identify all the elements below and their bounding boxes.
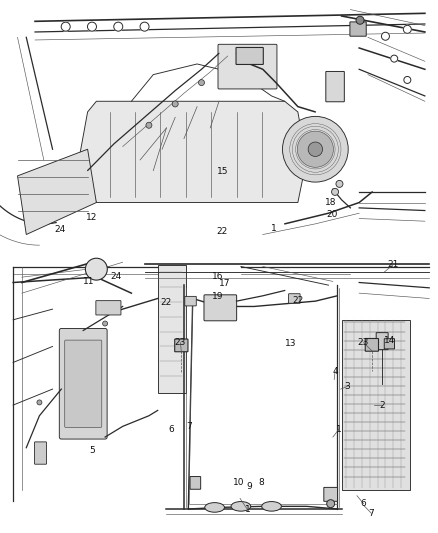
Ellipse shape: [261, 502, 281, 511]
Text: 24: 24: [55, 225, 66, 233]
Text: 13: 13: [285, 340, 296, 348]
Text: 6: 6: [360, 499, 367, 508]
FancyBboxPatch shape: [175, 339, 188, 352]
FancyBboxPatch shape: [326, 71, 344, 102]
Text: 18: 18: [325, 198, 336, 207]
Text: 22: 22: [292, 296, 304, 304]
FancyBboxPatch shape: [204, 295, 237, 321]
Circle shape: [146, 122, 152, 128]
FancyBboxPatch shape: [218, 44, 277, 89]
Text: 24: 24: [110, 272, 122, 281]
Ellipse shape: [231, 502, 251, 511]
FancyBboxPatch shape: [384, 338, 395, 349]
Text: 23: 23: [175, 338, 186, 347]
Circle shape: [172, 101, 178, 107]
Text: 10: 10: [233, 479, 244, 487]
Circle shape: [327, 499, 335, 508]
Circle shape: [37, 400, 42, 405]
Circle shape: [140, 22, 149, 31]
FancyBboxPatch shape: [59, 328, 107, 439]
Text: 11: 11: [83, 277, 94, 286]
Circle shape: [356, 16, 364, 25]
FancyBboxPatch shape: [190, 477, 201, 489]
Circle shape: [102, 321, 108, 326]
Text: 3: 3: [344, 382, 350, 391]
Polygon shape: [18, 149, 96, 235]
Circle shape: [88, 22, 96, 31]
FancyBboxPatch shape: [13, 3, 429, 245]
Circle shape: [297, 131, 333, 167]
Text: 21: 21: [387, 261, 399, 269]
Circle shape: [336, 180, 343, 188]
Circle shape: [381, 32, 389, 41]
FancyBboxPatch shape: [236, 47, 263, 64]
Text: 7: 7: [186, 422, 192, 431]
Text: 16: 16: [212, 272, 224, 280]
FancyBboxPatch shape: [376, 333, 388, 350]
Circle shape: [404, 76, 411, 84]
Text: 19: 19: [212, 292, 223, 301]
Text: 2: 2: [379, 401, 385, 409]
Circle shape: [391, 55, 398, 62]
Text: 7: 7: [368, 509, 374, 518]
Text: 5: 5: [89, 446, 95, 455]
Text: 6: 6: [168, 425, 174, 434]
Text: 15: 15: [217, 167, 228, 176]
Text: 1: 1: [271, 224, 277, 232]
Circle shape: [198, 79, 205, 86]
FancyBboxPatch shape: [324, 487, 338, 502]
FancyBboxPatch shape: [289, 294, 300, 303]
FancyBboxPatch shape: [158, 265, 186, 393]
Circle shape: [308, 142, 322, 157]
Text: 17: 17: [219, 279, 230, 288]
Polygon shape: [79, 101, 307, 203]
FancyBboxPatch shape: [35, 442, 46, 464]
Text: 9: 9: [247, 482, 253, 490]
FancyBboxPatch shape: [350, 22, 366, 36]
Circle shape: [332, 188, 339, 196]
Circle shape: [283, 116, 348, 182]
Text: 23: 23: [358, 338, 369, 347]
Text: 8: 8: [258, 478, 264, 487]
FancyBboxPatch shape: [140, 255, 434, 527]
FancyBboxPatch shape: [4, 253, 166, 520]
Text: 20: 20: [326, 210, 338, 219]
FancyBboxPatch shape: [96, 301, 121, 315]
Text: 4: 4: [332, 367, 338, 376]
Circle shape: [114, 22, 123, 31]
Circle shape: [403, 25, 411, 34]
Circle shape: [85, 258, 107, 280]
Text: 14: 14: [384, 336, 396, 344]
Text: 1: 1: [244, 505, 251, 514]
Ellipse shape: [205, 503, 224, 512]
FancyBboxPatch shape: [342, 320, 410, 490]
FancyBboxPatch shape: [65, 340, 102, 427]
FancyBboxPatch shape: [185, 296, 196, 306]
Text: 22: 22: [216, 227, 228, 236]
Circle shape: [61, 22, 70, 31]
Text: 1: 1: [336, 425, 342, 434]
Text: 12: 12: [86, 214, 98, 222]
FancyBboxPatch shape: [365, 338, 378, 351]
Text: 22: 22: [160, 298, 171, 306]
